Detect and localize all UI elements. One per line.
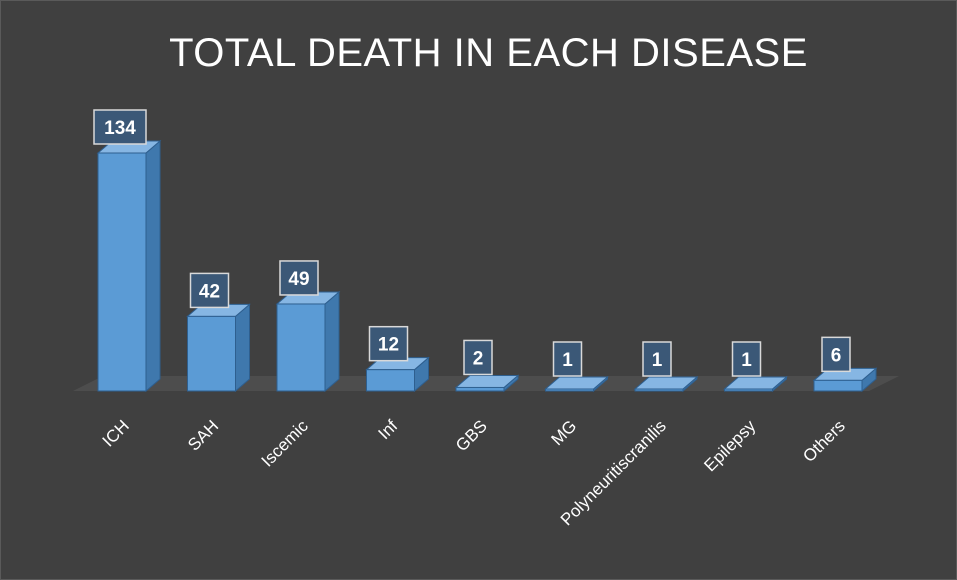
category-label: Others — [799, 416, 849, 466]
category-label: Epilepsy — [700, 416, 759, 475]
svg-text:42: 42 — [199, 281, 220, 302]
bar-epilepsy — [723, 375, 788, 393]
category-label: Inf — [375, 416, 402, 443]
svg-text:6: 6 — [831, 345, 842, 366]
data-label-mg: 1 — [552, 341, 583, 377]
data-label-polyneuritiscranilis: 1 — [642, 341, 672, 377]
bar-mg — [544, 375, 609, 393]
svg-text:49: 49 — [288, 269, 309, 290]
data-label-epilepsy: 1 — [731, 341, 762, 377]
svg-text:1: 1 — [741, 350, 752, 371]
chart-title: TOTAL DEATH IN EACH DISEASE — [169, 31, 808, 75]
data-label-others: 6 — [821, 336, 851, 373]
category-label: GBS — [452, 416, 491, 455]
svg-text:1: 1 — [652, 350, 663, 371]
bar-polyneuritiscranilis — [633, 375, 699, 393]
svg-text:1: 1 — [562, 350, 573, 371]
category-label: Iscemic — [258, 416, 313, 471]
bar-iscemic — [275, 290, 341, 393]
data-label-ich: 134 — [93, 109, 147, 145]
category-label: MG — [548, 416, 581, 449]
bar-ich — [96, 139, 162, 393]
data-label-sah: 42 — [189, 272, 230, 309]
bar-inf — [365, 356, 430, 393]
data-label-inf: 12 — [368, 325, 409, 362]
bar-sah — [186, 303, 251, 393]
svg-text:134: 134 — [104, 118, 136, 139]
svg-text:2: 2 — [473, 348, 484, 369]
data-label-gbs: 2 — [463, 339, 493, 376]
category-label: ICH — [99, 416, 133, 450]
svg-text:12: 12 — [378, 335, 399, 356]
data-label-iscemic: 49 — [279, 260, 319, 296]
bar-gbs — [454, 374, 520, 393]
category-label: SAH — [184, 416, 222, 454]
